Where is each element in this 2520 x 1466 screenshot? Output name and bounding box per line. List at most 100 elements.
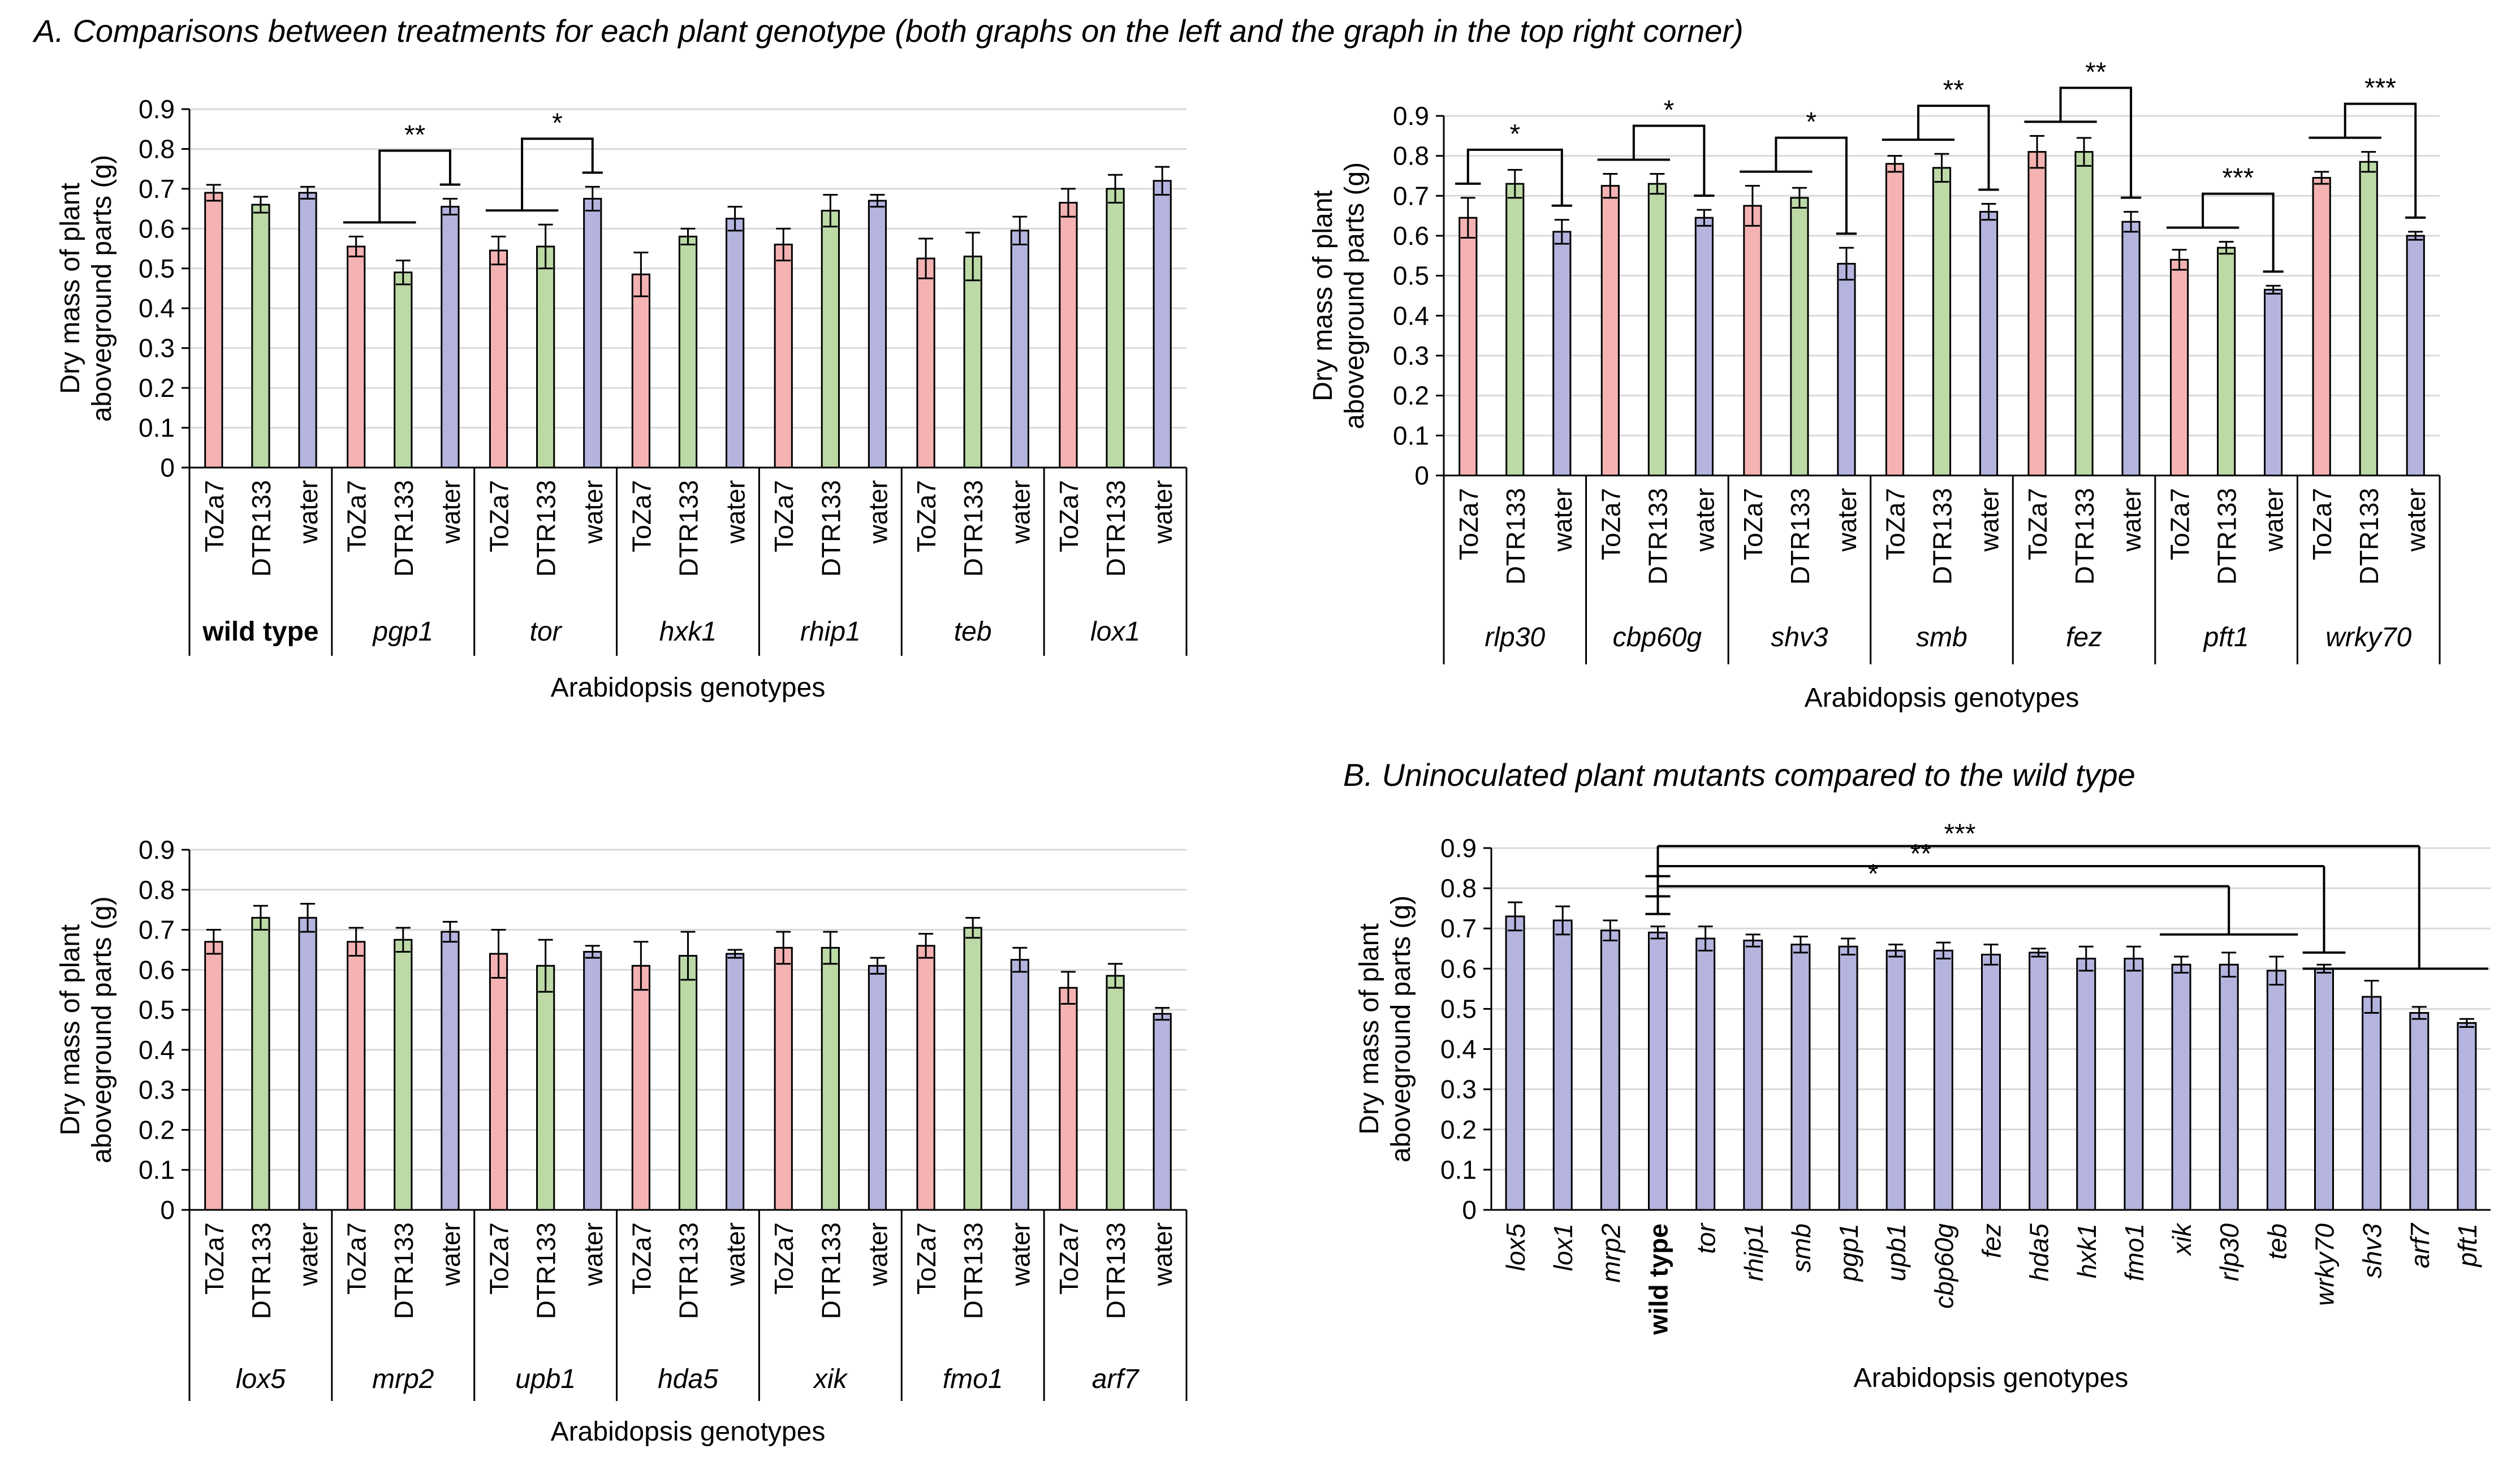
genotype-label: hda5 xyxy=(658,1364,718,1394)
bar xyxy=(489,953,508,1211)
bar xyxy=(2217,247,2236,477)
y-tick-label: 0.2 xyxy=(1393,381,1429,410)
bar xyxy=(583,950,602,1211)
treatment-label: water xyxy=(1548,488,1577,552)
genotype-label: rlp30 xyxy=(1485,622,1545,652)
y-tick-label: 0 xyxy=(160,453,175,482)
genotype-label: rhip1 xyxy=(800,617,861,647)
y-tick-label: 0 xyxy=(1462,1195,1477,1225)
treatment-label: DTR133 xyxy=(2070,488,2099,585)
bar xyxy=(1552,231,1572,477)
sig-bracket xyxy=(378,149,451,223)
genotype-label: cbp60g xyxy=(1613,622,1702,652)
treatment-label: ToZa7 xyxy=(1054,480,1084,552)
y-tick-label: 0.6 xyxy=(139,955,175,984)
y-tick-label: 0.2 xyxy=(139,1115,175,1144)
y-tick-label: 0.3 xyxy=(139,334,175,363)
bar xyxy=(2219,963,2239,1211)
genotype-label: xik xyxy=(813,1364,849,1394)
genotype-label: lox1 xyxy=(1548,1223,1578,1271)
chart-c3: 0 0.1 0.2 0.3 0.4 0.5 0.6 0.7 0.8 0.9 Dry mass of … xyxy=(55,835,1188,1447)
sig-label: * xyxy=(552,108,563,138)
treatment-label: ToZa7 xyxy=(912,1222,941,1295)
bar xyxy=(1838,945,1858,1211)
y-axis-label-line: Dry mass of plant xyxy=(1308,190,1338,401)
bar xyxy=(1459,217,1478,477)
treatment-label: ToZa7 xyxy=(2023,488,2052,560)
treatment-label: water xyxy=(2401,488,2431,552)
treatment-label: DTR133 xyxy=(959,480,988,577)
bar xyxy=(1059,202,1078,469)
bar xyxy=(347,941,366,1211)
treatment-label: DTR133 xyxy=(247,1222,276,1319)
treatment-label: water xyxy=(436,1222,465,1286)
treatment-label: water xyxy=(1006,1222,1035,1286)
treatment-label: DTR133 xyxy=(816,480,845,577)
treatment-label: DTR133 xyxy=(959,1222,988,1319)
treatment-label: water xyxy=(863,480,892,544)
treatment-label: ToZa7 xyxy=(200,1222,229,1295)
chart-c2: 0 0.1 0.2 0.3 0.4 0.5 0.6 0.7 0.8 0.9 Dry mass of … xyxy=(1308,57,2441,713)
bar xyxy=(2264,288,2283,477)
y-tick-label: 0.2 xyxy=(139,373,175,403)
bar xyxy=(1106,188,1125,469)
treatment-label: DTR133 xyxy=(532,480,561,577)
genotype-label: hda5 xyxy=(2025,1223,2054,1282)
bar xyxy=(2362,996,2382,1211)
treatment-label: DTR133 xyxy=(674,480,704,577)
bar xyxy=(441,206,460,469)
treatment-label: water xyxy=(579,1222,608,1286)
bar xyxy=(1695,937,1716,1211)
bar xyxy=(583,198,602,469)
genotype-label: arf7 xyxy=(2405,1223,2435,1269)
treatment-label: DTR133 xyxy=(1785,488,1815,585)
bar xyxy=(726,218,745,469)
y-axis-label: Dry mass of plantaboveground parts (g) xyxy=(55,896,117,1163)
treatment-label: ToZa7 xyxy=(200,480,229,552)
y-tick-label: 0.1 xyxy=(1393,421,1429,450)
treatment-label: water xyxy=(721,480,750,544)
y-tick-label: 0.7 xyxy=(139,915,175,945)
genotype-label: fez xyxy=(1977,1223,2006,1258)
x-axis-label: Arabidopsis genotypes xyxy=(1805,683,2079,713)
treatment-label: water xyxy=(1148,480,1177,544)
bar xyxy=(1743,940,1763,1211)
bar xyxy=(489,249,508,469)
treatment-label: water xyxy=(579,480,608,544)
bar xyxy=(916,945,935,1211)
treatment-label: DTR133 xyxy=(816,1222,845,1319)
y-tick-label: 0.4 xyxy=(1393,301,1429,330)
treatment-label: DTR133 xyxy=(247,480,276,577)
y-tick-label: 0.5 xyxy=(139,254,175,283)
y-tick-label: 0 xyxy=(160,1195,175,1225)
bar xyxy=(1648,931,1668,1211)
y-tick-label: 0.7 xyxy=(1440,914,1477,943)
treatment-label: ToZa7 xyxy=(627,480,656,552)
bar xyxy=(1790,944,1811,1211)
treatment-label: water xyxy=(2259,488,2289,552)
genotype-label: mrp2 xyxy=(1596,1223,1625,1283)
genotype-label: fmo1 xyxy=(943,1364,1003,1394)
bar xyxy=(868,200,887,469)
bar xyxy=(2457,1022,2477,1211)
y-axis-label: Dry mass of plantaboveground parts (g) xyxy=(55,155,117,422)
bar xyxy=(821,946,840,1211)
y-axis-label-line: aboveground parts (g) xyxy=(87,155,117,422)
bar xyxy=(821,210,840,469)
genotype-label: lox1 xyxy=(1090,617,1140,647)
bar xyxy=(204,192,223,469)
genotype-label: fmo1 xyxy=(2120,1223,2149,1281)
y-tick-label: 0.4 xyxy=(1440,1035,1477,1064)
y-tick-label: 0.6 xyxy=(1393,221,1429,250)
treatment-label: ToZa7 xyxy=(2165,488,2195,560)
panel-a-title: A. Comparisons between treatments for ea… xyxy=(34,13,1744,49)
treatment-label: DTR133 xyxy=(389,480,418,577)
bar xyxy=(536,965,555,1211)
treatment-label: water xyxy=(1006,480,1035,544)
sig-label: *** xyxy=(2222,163,2254,193)
y-axis-label-line: aboveground parts (g) xyxy=(1386,896,1416,1162)
genotype-label: hxk1 xyxy=(2072,1223,2102,1278)
x-axis-label: Arabidopsis genotypes xyxy=(551,1417,826,1447)
sig-label: * xyxy=(1509,119,1520,149)
genotype-label: smb xyxy=(1787,1223,1816,1273)
